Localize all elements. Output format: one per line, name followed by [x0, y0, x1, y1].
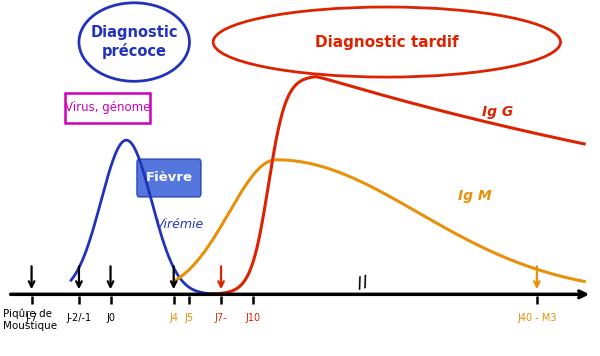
- Text: Piqûre de
Moustique: Piqûre de Moustique: [3, 308, 57, 331]
- Text: Ig M: Ig M: [458, 189, 491, 203]
- Text: J-2/-1: J-2/-1: [67, 313, 92, 323]
- Text: Diagnostic tardif: Diagnostic tardif: [315, 35, 458, 49]
- Text: J0: J0: [106, 313, 115, 323]
- Text: J-7: J-7: [25, 313, 38, 323]
- Text: J10: J10: [245, 313, 260, 323]
- Text: J7-: J7-: [215, 313, 227, 323]
- Text: Virémie: Virémie: [155, 218, 203, 231]
- Text: J5: J5: [185, 313, 194, 323]
- Text: J40 - M3: J40 - M3: [517, 313, 557, 323]
- FancyBboxPatch shape: [137, 159, 201, 197]
- Text: Fièvre: Fièvre: [145, 172, 193, 184]
- Text: //: //: [356, 274, 371, 292]
- Text: J4: J4: [169, 313, 178, 323]
- Text: Virus, génome: Virus, génome: [65, 101, 150, 114]
- Text: Diagnostic
précoce: Diagnostic précoce: [91, 25, 178, 59]
- Text: Ig G: Ig G: [482, 105, 513, 119]
- FancyBboxPatch shape: [65, 93, 149, 123]
